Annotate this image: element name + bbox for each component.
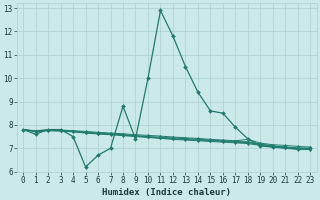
- X-axis label: Humidex (Indice chaleur): Humidex (Indice chaleur): [102, 188, 231, 197]
